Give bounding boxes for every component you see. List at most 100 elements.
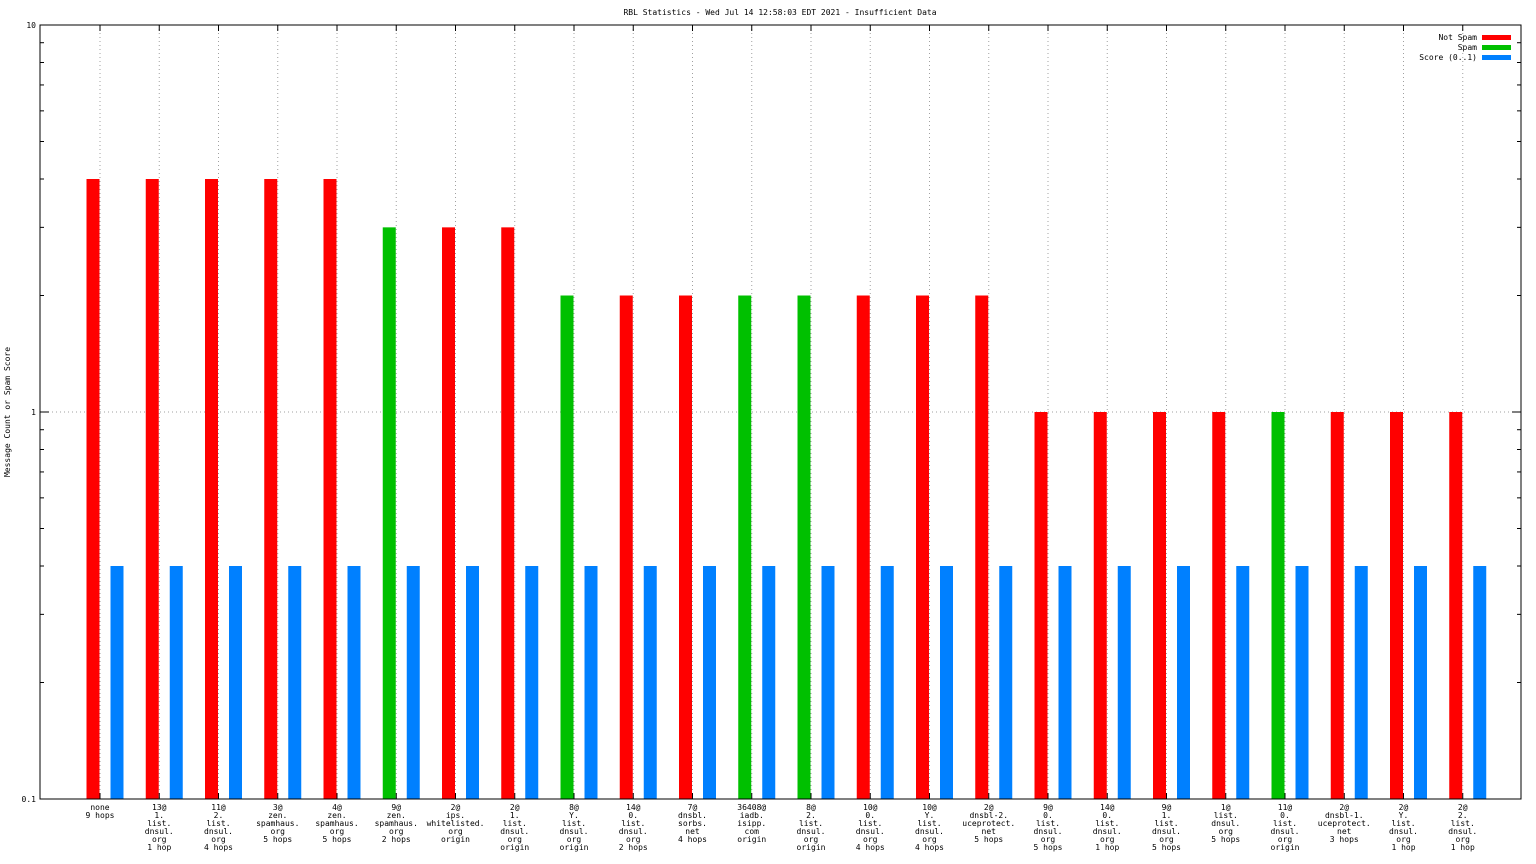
bar-not-spam bbox=[145, 179, 159, 799]
x-tick-label: 2@ bbox=[1458, 803, 1468, 812]
x-tick-label: 2@ bbox=[510, 803, 520, 812]
x-tick-label: list. bbox=[1273, 819, 1297, 828]
x-tick-label: dnsbl-2. bbox=[969, 811, 1008, 820]
x-tick-label: dnsul. bbox=[500, 827, 529, 836]
x-tick-label: iadb. bbox=[740, 811, 764, 820]
x-tick-label: org bbox=[626, 835, 641, 844]
x-tick-label: 10@ bbox=[863, 803, 878, 812]
x-tick-label: 9 hops bbox=[86, 811, 115, 820]
x-tick-label: 4 hops bbox=[678, 835, 707, 844]
x-tick-label: 0. bbox=[865, 811, 875, 820]
x-tick-label: 4@ bbox=[332, 803, 342, 812]
bar-not-spam bbox=[1093, 412, 1107, 799]
x-tick-label: 0. bbox=[1043, 811, 1053, 820]
x-tick-label: origin bbox=[560, 843, 589, 852]
x-tick-label: dnsul. bbox=[204, 827, 233, 836]
x-tick-label: 5 hops bbox=[974, 835, 1003, 844]
bar-score-0-1 bbox=[288, 566, 302, 799]
bar-score-0-1 bbox=[1295, 566, 1309, 799]
x-tick-label: dnsul. bbox=[797, 827, 826, 836]
legend-label: Spam bbox=[1458, 43, 1477, 52]
x-tick-label: list. bbox=[621, 819, 645, 828]
bar-not-spam bbox=[1449, 412, 1463, 799]
x-tick-label: 11@ bbox=[211, 803, 226, 812]
bar-not-spam bbox=[323, 179, 337, 799]
x-tick-label: 14@ bbox=[1100, 803, 1115, 812]
x-tick-label: 5 hops bbox=[1152, 843, 1181, 852]
x-tick-label: dnsul. bbox=[560, 827, 589, 836]
y-tick-label: 1 bbox=[31, 408, 36, 417]
x-tick-label: 0. bbox=[1280, 811, 1290, 820]
x-tick-label: dnsul. bbox=[1034, 827, 1063, 836]
x-tick-label: list. bbox=[917, 819, 941, 828]
x-tick-label: org bbox=[567, 835, 582, 844]
bar-score-0-1 bbox=[110, 566, 124, 799]
x-tick-label: 3@ bbox=[273, 803, 283, 812]
x-tick-label: 3 hops bbox=[1330, 835, 1359, 844]
x-tick-label: none bbox=[90, 803, 109, 812]
x-tick-label: origin bbox=[500, 843, 529, 852]
x-tick-label: net bbox=[1337, 827, 1352, 836]
x-tick-label: zen. bbox=[327, 811, 346, 820]
x-tick-label: dnsul. bbox=[856, 827, 885, 836]
x-tick-label: 2. bbox=[214, 811, 224, 820]
x-tick-label: net bbox=[982, 827, 997, 836]
x-tick-label: origin bbox=[441, 835, 470, 844]
x-tick-label: list. bbox=[503, 819, 527, 828]
bar-score-0-1 bbox=[229, 566, 242, 799]
bar-not-spam bbox=[442, 227, 455, 800]
bar-score-0-1 bbox=[940, 566, 953, 799]
x-tick-label: zen. bbox=[387, 811, 406, 820]
bar-score-0-1 bbox=[584, 566, 598, 799]
x-tick-label: Y. bbox=[1399, 811, 1409, 820]
x-tick-label: 1. bbox=[1162, 811, 1172, 820]
x-tick-label: org bbox=[1159, 835, 1174, 844]
x-tick-label: 1. bbox=[510, 811, 520, 820]
x-tick-label: 5 hops bbox=[263, 835, 292, 844]
x-tick-label: org bbox=[1219, 827, 1234, 836]
bar-not-spam bbox=[86, 179, 100, 799]
x-tick-label: dnsbl-1. bbox=[1325, 811, 1364, 820]
x-tick-label: dnsul. bbox=[1211, 819, 1240, 828]
bar-score-0-1 bbox=[1058, 566, 1072, 799]
bar-not-spam bbox=[619, 295, 633, 799]
bar-score-0-1 bbox=[1177, 566, 1190, 799]
bar-score-0-1 bbox=[169, 566, 183, 799]
x-tick-label: 2@ bbox=[1399, 803, 1409, 812]
x-tick-label: 1. bbox=[154, 811, 164, 820]
x-tick-label: org bbox=[211, 835, 226, 844]
x-tick-label: dnsul. bbox=[1271, 827, 1300, 836]
x-tick-label: list. bbox=[1154, 819, 1178, 828]
x-tick-label: whitelisted. bbox=[427, 819, 485, 828]
bar-not-spam bbox=[1330, 412, 1344, 799]
bar-not-spam bbox=[1390, 412, 1403, 799]
chart-title: RBL Statistics - Wed Jul 14 12:58:03 EDT… bbox=[623, 8, 936, 17]
x-tick-label: 14@ bbox=[626, 803, 641, 812]
legend-label: Score (0..1) bbox=[1419, 53, 1477, 62]
legend-swatch bbox=[1482, 35, 1511, 40]
x-tick-label: dnsul. bbox=[619, 827, 648, 836]
x-tick-label: org bbox=[1100, 835, 1115, 844]
x-tick-label: 2@ bbox=[1339, 803, 1349, 812]
x-tick-label: org bbox=[1041, 835, 1056, 844]
bar-score-0-1 bbox=[999, 566, 1013, 799]
x-tick-label: org bbox=[1396, 835, 1411, 844]
x-tick-label: org bbox=[389, 827, 404, 836]
bar-score-0-1 bbox=[880, 566, 894, 799]
x-tick-label: org bbox=[1456, 835, 1471, 844]
x-tick-label: org bbox=[330, 827, 345, 836]
x-tick-label: 5 hops bbox=[1034, 843, 1063, 852]
bar-spam bbox=[560, 295, 574, 799]
x-tick-label: sorbs. bbox=[678, 819, 707, 828]
x-tick-label: org bbox=[448, 827, 463, 836]
x-tick-label: list. bbox=[1391, 819, 1415, 828]
x-tick-label: spamhaus. bbox=[315, 819, 358, 828]
x-tick-label: origin bbox=[737, 835, 766, 844]
x-tick-label: 8@ bbox=[806, 803, 816, 812]
x-tick-label: 4 hops bbox=[915, 843, 944, 852]
x-tick-label: 0. bbox=[628, 811, 638, 820]
x-tick-label: org bbox=[863, 835, 878, 844]
